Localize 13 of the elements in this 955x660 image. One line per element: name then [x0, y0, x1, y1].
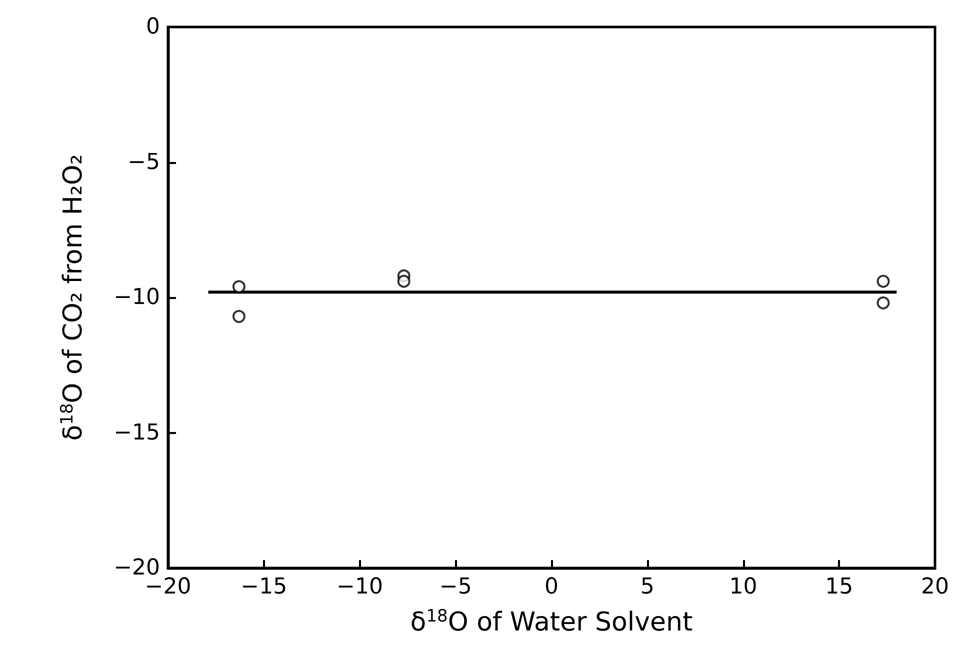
y-tick-label: 0: [146, 14, 160, 40]
x-tick-label: 15: [825, 574, 854, 600]
y-tick-label: −15: [114, 420, 160, 446]
x-tick-label: 5: [640, 574, 654, 600]
x-tick-label: −15: [240, 574, 288, 600]
x-tick-label: −5: [439, 574, 472, 600]
y-tick-label: −5: [128, 150, 160, 175]
y-tick-label: −10: [114, 285, 160, 310]
x-tick-label: 20: [921, 574, 949, 600]
x-tick-label: 0: [544, 574, 558, 600]
y-axis-title: δ18O of CO₂ from H₂O₂: [58, 154, 88, 441]
x-tick-label: −10: [336, 574, 383, 600]
x-tick-label: 10: [729, 574, 758, 600]
